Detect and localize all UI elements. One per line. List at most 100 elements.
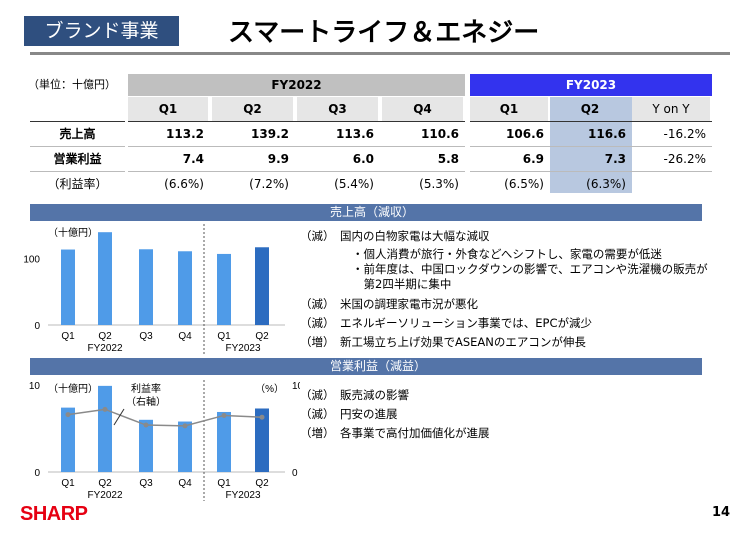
- sharp-logo: SHARP: [20, 503, 88, 525]
- bullet-item: （減） エネルギーソリューション事業では、EPCが減少: [300, 314, 592, 332]
- y-axis-unit: （十億円）: [48, 226, 98, 239]
- line-axis-note: （右軸）: [126, 395, 166, 408]
- table-cell: 6.9: [522, 152, 544, 166]
- table-cell: [632, 172, 706, 196]
- row-divider: [30, 171, 125, 172]
- header-underline: [128, 121, 465, 122]
- bullet-tag: （減）: [300, 388, 335, 402]
- profit-chart: （十億円）Q1Q2Q3Q4Q1Q2FY2022FY2023010010（%）利益…: [29, 380, 300, 501]
- bullet-tag: （増）: [300, 426, 335, 440]
- row-label: 営業利益: [53, 152, 102, 166]
- column-header: Q4: [382, 97, 463, 121]
- table-cell: (7.2%): [249, 177, 289, 191]
- x-tick-label: Q2: [255, 478, 269, 489]
- y-tick-label: 100: [23, 254, 40, 265]
- row-label: 売上高: [59, 127, 96, 141]
- x-tick-label: Q3: [139, 478, 153, 489]
- table-cell: 106.6: [506, 127, 544, 141]
- x-tick-label: Q2: [255, 331, 269, 342]
- margin-line: [67, 408, 263, 427]
- table-cell: 7.3: [604, 152, 626, 166]
- x-tick-label: Q1: [217, 331, 231, 342]
- page-title: スマートライフ＆エネジー: [228, 18, 540, 48]
- table-cell: (6.5%): [504, 177, 544, 191]
- bar: [255, 247, 269, 325]
- row-divider: [470, 146, 712, 147]
- bar: [61, 407, 75, 472]
- row-divider: [128, 146, 465, 147]
- sales-section-header: 売上高（減収）: [30, 204, 702, 221]
- margin-point: [143, 422, 149, 428]
- table-cell: 9.9: [267, 152, 289, 166]
- header-underline: [30, 121, 125, 122]
- unit-label: （単位：十億円）: [28, 78, 116, 91]
- y-axis-unit: （十億円）: [48, 382, 98, 395]
- y-tick-label: 10: [29, 381, 41, 392]
- table-cell: (5.3%): [419, 177, 459, 191]
- group-label: FY2022: [87, 343, 122, 354]
- bar: [255, 408, 269, 472]
- line-label-leader: [113, 408, 125, 426]
- bullet-item: （減） 円安の進展: [300, 405, 398, 423]
- table-cell: 6.0: [352, 152, 374, 166]
- table-cell: (6.6%): [164, 177, 204, 191]
- bullet-text: 米国の調理家電市況が悪化: [340, 297, 478, 311]
- x-tick-label: Q1: [61, 478, 75, 489]
- bar: [178, 251, 192, 325]
- bar: [139, 249, 153, 325]
- bullet-tag: （減）: [300, 229, 335, 243]
- bar: [61, 249, 75, 325]
- header-underline: [470, 121, 712, 122]
- margin-point: [65, 412, 71, 418]
- bullet-item: （減） 販売減の影響: [300, 386, 409, 404]
- table-cell: 116.6: [588, 127, 626, 141]
- bullet-text: 販売減の影響: [340, 388, 409, 402]
- fy2023-header: FY2023: [470, 74, 712, 96]
- table-cell: -16.2%: [663, 127, 706, 141]
- row-divider: [470, 171, 712, 172]
- bullet-text: 各事業で高付加価値化が進展: [340, 426, 490, 440]
- profit-section-header: 営業利益（減益）: [30, 358, 702, 375]
- bar: [139, 419, 153, 472]
- margin-point: [259, 414, 265, 420]
- table-cell: (5.4%): [334, 177, 374, 191]
- bullet-tag: （増）: [300, 335, 335, 349]
- segment-label: ブランド事業: [24, 16, 179, 46]
- table-cell: 113.2: [166, 127, 204, 141]
- line-label: 利益率: [131, 382, 161, 395]
- bullet-tag: （減）: [300, 407, 335, 421]
- sub-bullet: 第2四半期に集中: [352, 277, 452, 291]
- title-divider: [30, 52, 730, 55]
- bullet-tag: （減）: [300, 297, 335, 311]
- y-tick-label: 0: [34, 321, 40, 332]
- x-tick-label: Q1: [61, 331, 75, 342]
- column-header: Q1: [128, 97, 208, 121]
- page-number: 14: [712, 505, 731, 520]
- group-label: FY2023: [225, 490, 260, 501]
- x-tick-label: Q4: [178, 478, 192, 489]
- bar: [217, 253, 231, 325]
- bar: [178, 421, 192, 472]
- column-header: Q2: [212, 97, 293, 121]
- bar: [217, 411, 231, 472]
- row-label: （利益率）: [47, 177, 108, 191]
- x-tick-label: Q2: [98, 478, 112, 489]
- margin-point: [221, 412, 227, 418]
- y2-tick-label: 0: [292, 468, 298, 479]
- x-tick-label: Q4: [178, 331, 192, 342]
- table-cell: (6.3%): [586, 177, 626, 191]
- table-cell: 7.4: [182, 152, 204, 166]
- column-header: Q2: [550, 97, 630, 121]
- fy2022-header: FY2022: [128, 74, 465, 96]
- y2-tick-label: 10: [292, 381, 300, 392]
- sub-bullet: ・個人消費が旅行・外食などへシフトし、家電の需要が低迷: [352, 247, 662, 261]
- bullet-text: 国内の白物家電は大幅な減収: [340, 229, 490, 243]
- row-divider: [128, 171, 465, 172]
- y2-axis-unit: （%）: [255, 383, 284, 395]
- bullet-tag: （減）: [300, 316, 335, 330]
- column-header: Q1: [470, 97, 548, 121]
- margin-point: [182, 423, 188, 429]
- sub-bullet: ・前年度は、中国ロックダウンの影響で、エアコンや洗濯機の販売が: [352, 262, 708, 276]
- table-cell: 139.2: [251, 127, 289, 141]
